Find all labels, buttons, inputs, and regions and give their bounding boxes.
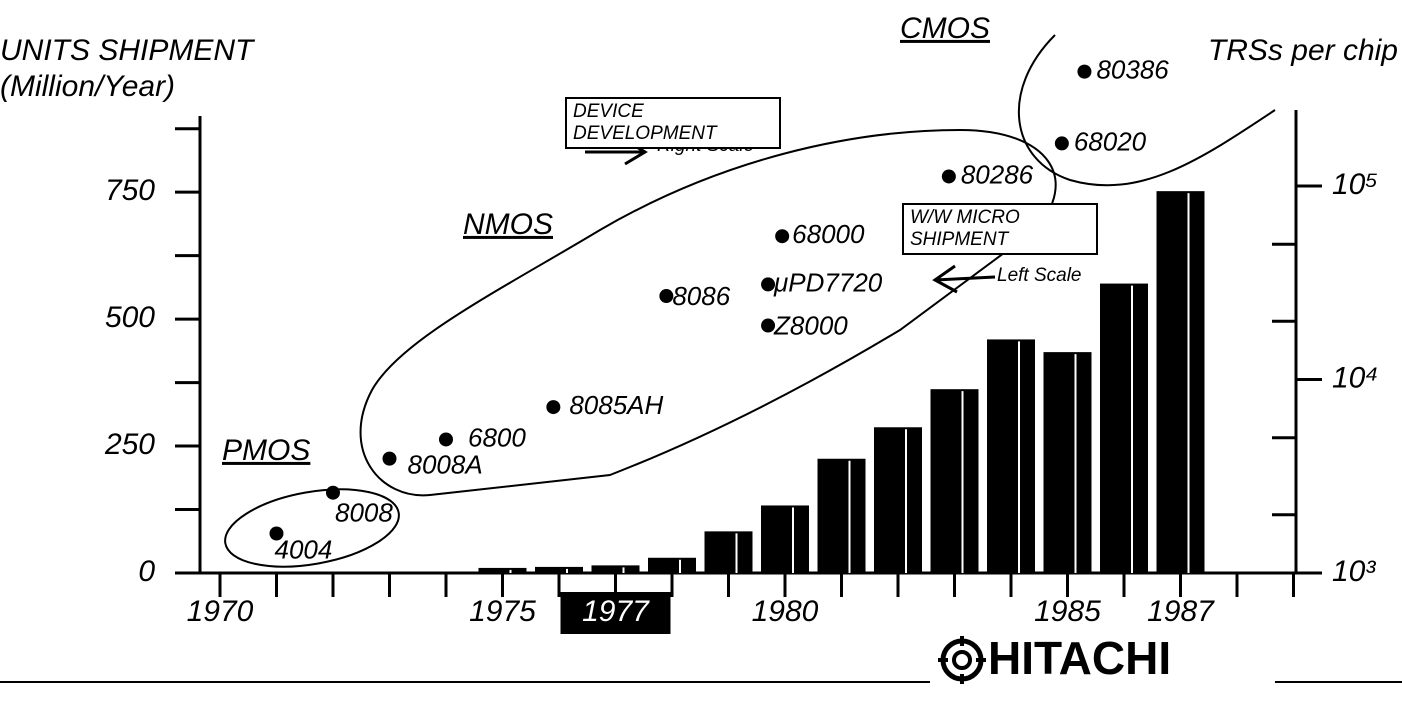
pmos-region	[224, 488, 400, 568]
bar	[591, 565, 640, 573]
y-tick-label: 750	[105, 174, 155, 207]
bar	[874, 427, 922, 573]
x-tick-label: 1987	[1147, 595, 1215, 628]
x-tick-label: 1975	[469, 595, 536, 628]
y2-tick-label: 10⁴	[1332, 361, 1378, 394]
bar	[817, 458, 866, 573]
bar	[987, 339, 1035, 573]
bar	[704, 531, 753, 573]
bar	[478, 567, 527, 573]
bar	[648, 557, 696, 573]
x-tick-label: 1970	[187, 595, 254, 628]
highlight-box	[560, 592, 671, 634]
point	[941, 169, 956, 184]
point	[269, 526, 284, 541]
x-tick-label: 1977	[582, 595, 650, 628]
point-label: 8008	[335, 498, 393, 528]
chart-title: UNITS SHIPMENT	[0, 34, 256, 67]
brand: HITACHI	[988, 632, 1171, 684]
bar	[1100, 283, 1148, 573]
logo-icon	[938, 636, 986, 684]
arrows	[585, 138, 996, 294]
regions	[224, 34, 1276, 568]
y2-tick-label: 10³	[1332, 555, 1376, 588]
x-tick-label: 1985	[1034, 595, 1101, 628]
point	[761, 277, 776, 292]
bar	[1043, 352, 1092, 573]
bar	[535, 566, 583, 573]
y2-axis-label: TRSs per chip	[1208, 34, 1398, 67]
point-label: 8086	[672, 281, 730, 311]
point	[1054, 136, 1069, 151]
legend-box: W/W MICRO SHIPMENT	[902, 203, 1098, 255]
y2-tick-label: 10⁵	[1332, 168, 1378, 201]
point	[659, 289, 674, 304]
bar	[930, 389, 979, 573]
point	[761, 318, 776, 333]
bar	[761, 505, 809, 573]
nmos-region	[359, 128, 1057, 497]
point	[546, 400, 561, 415]
point-label: 80386	[1096, 54, 1169, 84]
legend-box: DEVICE DEVELOPMENT	[565, 97, 781, 149]
y-tick-label: 500	[105, 301, 155, 334]
point-label: μPD7720	[773, 267, 883, 297]
x-tick-label: 1980	[752, 595, 819, 628]
point-label: 8008A	[408, 450, 483, 480]
y-tick-label: 0	[138, 555, 155, 588]
cmos-region	[1017, 34, 1276, 187]
point-label: Z8000	[773, 310, 848, 340]
arrow-left	[932, 264, 996, 294]
point	[775, 229, 790, 244]
chart-subtitle: (Million/Year)	[0, 70, 175, 103]
region-label: CMOS	[900, 12, 990, 45]
point-label: 6800	[468, 422, 526, 452]
point-label: 68000	[792, 219, 865, 249]
point-label: 80286	[961, 159, 1034, 189]
y-tick-label: 250	[104, 428, 155, 461]
region-label: PMOS	[222, 434, 310, 467]
point	[439, 432, 453, 447]
point-label: 8085AH	[569, 390, 663, 420]
bar	[1156, 191, 1205, 573]
point	[1077, 64, 1092, 79]
point-label: 68020	[1074, 126, 1147, 156]
region-label: NMOS	[463, 208, 553, 241]
point-label: 4004	[275, 534, 333, 564]
point	[326, 485, 340, 500]
scale-note: Left Scale	[997, 265, 1082, 286]
point	[382, 451, 397, 466]
